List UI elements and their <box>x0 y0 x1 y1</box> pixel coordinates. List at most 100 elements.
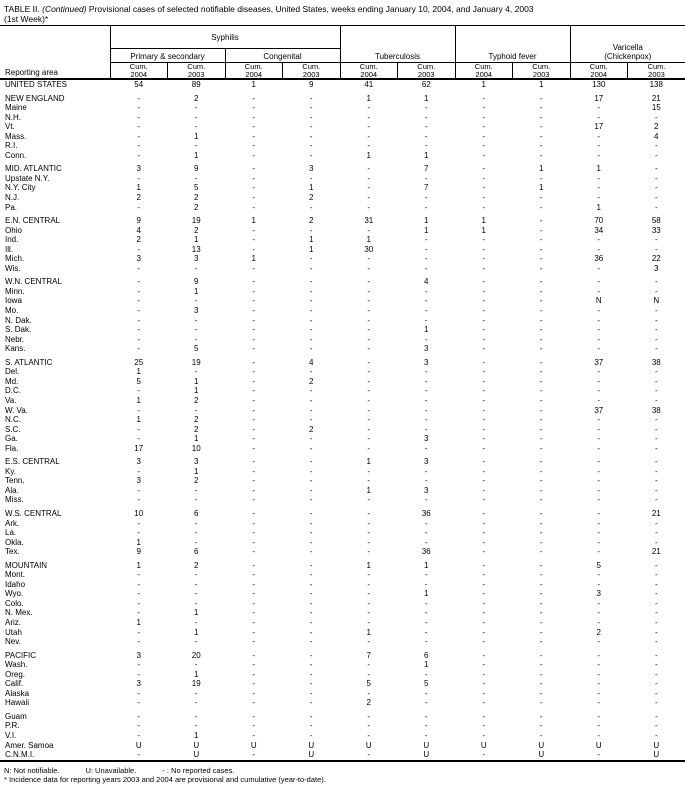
value-cell: - <box>309 443 313 453</box>
value-cell: - <box>194 173 198 183</box>
value-cell: - <box>137 131 141 141</box>
value-cell: - <box>424 131 428 141</box>
value-cell: 3 <box>309 164 314 174</box>
value-cell: - <box>424 617 428 627</box>
value-cell: - <box>597 485 601 495</box>
area-cell: Mo. <box>5 306 19 316</box>
area-cell: Del. <box>5 367 20 377</box>
table-row: Nev. - - - - - - - - - - <box>0 637 685 647</box>
value-cell: U <box>308 740 315 750</box>
value-cell: - <box>539 660 543 670</box>
value-cell: - <box>539 424 543 434</box>
value-cell: - <box>137 608 141 618</box>
value-cell: - <box>137 244 141 254</box>
table-row: S.C. - 2 - 2 - - - - - - <box>0 425 685 435</box>
value-cell: - <box>252 306 256 316</box>
value-cell: 130 <box>592 80 606 89</box>
value-cell: 17 <box>134 443 144 453</box>
value-cell: - <box>252 415 256 425</box>
value-cell: - <box>482 495 486 505</box>
value-cell: - <box>194 518 198 528</box>
area-cell: S. Dak. <box>5 325 32 335</box>
value-cell: - <box>252 405 256 415</box>
value-cell: 1 <box>194 669 199 679</box>
value-cell: - <box>309 518 313 528</box>
area-cell: Utah <box>5 627 22 637</box>
table-row: UNITED STATES 54 89 1 9 41 62 1 1 130 138 <box>0 79 685 90</box>
value-cell: - <box>597 334 601 344</box>
value-cell: - <box>367 617 371 627</box>
value-cell: - <box>654 495 658 505</box>
area-cell: Ala. <box>5 485 19 495</box>
value-cell: - <box>597 637 601 647</box>
area-cell: Alaska <box>5 688 30 698</box>
value-cell: - <box>309 589 313 599</box>
value-cell: 5 <box>596 560 601 570</box>
value-cell: - <box>137 434 141 444</box>
area-cell: Ind. <box>5 235 19 245</box>
value-cell: - <box>424 306 428 316</box>
value-cell: 21 <box>651 508 661 518</box>
value-cell: - <box>194 617 198 627</box>
value-cell: - <box>252 141 256 151</box>
value-cell: - <box>424 443 428 453</box>
value-cell: - <box>252 570 256 580</box>
value-cell: 19 <box>191 216 201 226</box>
varicella-line1: Varicella <box>612 43 643 52</box>
table-row: Ga. - 1 - - - 3 - - - - <box>0 434 685 444</box>
value-cell: - <box>424 376 428 386</box>
value-cell: - <box>424 721 428 731</box>
value-cell: - <box>482 277 486 287</box>
value-cell: - <box>309 150 313 160</box>
value-cell: - <box>252 395 256 405</box>
table-row: Fla. 17 10 - - - - - - - - <box>0 444 685 454</box>
value-cell: - <box>539 495 543 505</box>
value-cell: - <box>539 617 543 627</box>
value-cell: - <box>654 395 658 405</box>
value-cell: - <box>539 589 543 599</box>
table-row: Vt. - - - - - - - - 17 2 <box>0 122 685 132</box>
value-cell: - <box>654 286 658 296</box>
value-cell: 3 <box>136 164 141 174</box>
area-cell: NEW ENGLAND <box>5 93 65 103</box>
value-cell: 10 <box>191 443 201 453</box>
value-cell: - <box>367 537 371 547</box>
value-cell: - <box>597 150 601 160</box>
value-cell: 2 <box>309 376 314 386</box>
value-cell: - <box>309 570 313 580</box>
value-cell: - <box>110 750 168 762</box>
value-cell: - <box>367 263 371 273</box>
table-row: Md. 5 1 - 2 - - - - - - <box>0 377 685 387</box>
title-rest: Provisional cases of selected notifiable… <box>86 4 534 14</box>
value-cell: - <box>194 598 198 608</box>
value-cell: 3 <box>654 263 659 273</box>
value-cell: - <box>654 193 658 203</box>
value-cell: - <box>482 357 486 367</box>
area-cell: Tenn. <box>5 476 25 486</box>
value-cell: - <box>539 598 543 608</box>
area-cell: Okla. <box>5 537 24 547</box>
table-row: N. Dak. - - - - - - - - - - <box>0 316 685 326</box>
value-cell: - <box>539 306 543 316</box>
table-row: Okla. 1 - - - - - - - - - <box>0 538 685 548</box>
value-cell: - <box>424 315 428 325</box>
value-cell: - <box>539 315 543 325</box>
value-cell: 5 <box>194 183 199 193</box>
area-cell: Ark. <box>5 518 20 528</box>
value-cell: - <box>309 131 313 141</box>
value-cell: 1 <box>366 150 371 160</box>
value-cell: - <box>367 376 371 386</box>
value-cell: - <box>539 225 543 235</box>
value-cell: 4 <box>136 225 141 235</box>
value-cell: - <box>539 344 543 354</box>
value-cell: 1 <box>194 131 199 141</box>
value-cell: - <box>252 608 256 618</box>
value-cell: - <box>367 547 371 557</box>
value-cell: - <box>654 598 658 608</box>
value-cell: 1 <box>136 617 141 627</box>
area-cell: S.C. <box>5 424 21 434</box>
value-cell: - <box>309 617 313 627</box>
value-cell: - <box>367 296 371 306</box>
value-cell: - <box>194 570 198 580</box>
value-cell: - <box>597 263 601 273</box>
